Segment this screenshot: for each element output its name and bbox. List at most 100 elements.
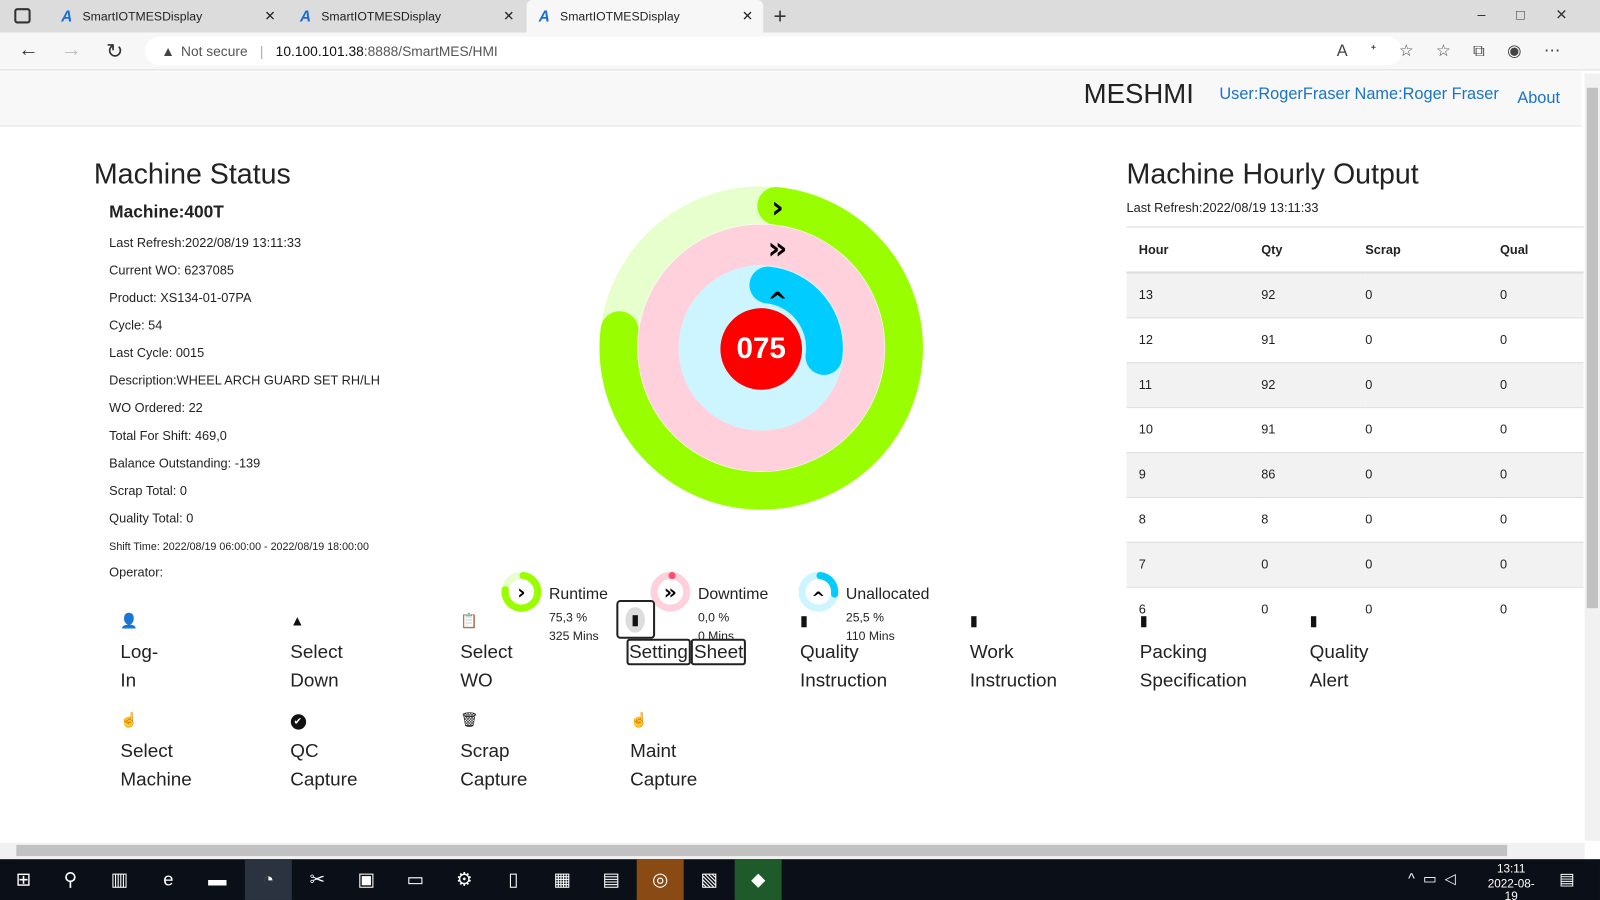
table-cell: 0: [1365, 361, 1500, 408]
url-path: :8888/SmartMES/HMI: [363, 43, 498, 59]
table-cell: 0: [1499, 406, 1584, 453]
app-icon[interactable]: ▦: [553, 868, 571, 890]
back-icon[interactable]: ←: [18, 38, 39, 62]
brand[interactable]: MESHMI: [1083, 78, 1194, 110]
new-tab-button[interactable]: +: [773, 3, 787, 29]
hand-pointer-icon[interactable]: ☝: [120, 711, 139, 728]
bookmark-icon[interactable]: ▮: [1309, 612, 1318, 629]
action-button[interactable]: Select WO: [460, 640, 513, 691]
vertical-scrollbar[interactable]: [1584, 73, 1600, 841]
tab-actions-icon[interactable]: [14, 8, 31, 24]
table-cell: 12: [1126, 316, 1262, 363]
settings-icon[interactable]: ⚙: [456, 868, 473, 890]
bookmark-icon[interactable]: ▮: [615, 599, 655, 639]
table-cell: 92: [1261, 271, 1366, 318]
table-cell: 86: [1261, 451, 1366, 497]
url-input[interactable]: ▲ Not secure | 10.100.101.38:8888/SmartM…: [144, 36, 1403, 66]
clipboard-icon[interactable]: 📋: [460, 612, 478, 629]
app-icon[interactable]: ▯: [508, 868, 519, 890]
column-header: Qty: [1261, 227, 1366, 274]
task-view-icon[interactable]: ▥: [110, 868, 129, 890]
forward-icon[interactable]: →: [61, 38, 82, 62]
downtime-double-chevron-icon: »: [768, 231, 788, 266]
window-controls[interactable]: –□✕: [1477, 6, 1598, 23]
close-tab-icon[interactable]: ✕: [741, 8, 754, 24]
table-cell: 91: [1261, 316, 1366, 363]
status-field: Quality Total: 0: [109, 511, 194, 526]
browser-tab[interactable]: A SmartIOTMESDisplay ✕: [288, 0, 525, 33]
app-icon[interactable]: ▤: [602, 868, 620, 890]
app-icon[interactable]: ◎: [636, 859, 684, 900]
action-button[interactable]: Scrap Capture: [460, 739, 528, 790]
status-field: Current WO: 6237085: [109, 263, 234, 278]
table-row: 13 92 0 0: [1126, 271, 1584, 318]
close-tab-icon[interactable]: ✕: [264, 8, 276, 24]
hand-pointer-icon[interactable]: ☝: [630, 711, 648, 728]
action-button[interactable]: Log- In: [120, 640, 159, 691]
user-link[interactable]: User:RogerFraser Name:Roger Fraser: [1219, 85, 1499, 104]
about-link[interactable]: About: [1517, 89, 1561, 108]
reload-icon[interactable]: ↻: [106, 40, 124, 64]
status-field: Last Refresh:2022/08/19 13:11:33: [109, 235, 302, 250]
clock[interactable]: 13:11 2022-08-19: [1487, 863, 1535, 900]
action-button[interactable]: Maint Capture: [630, 739, 698, 790]
unallocated-arc: [679, 266, 843, 430]
action-button[interactable]: Setting Sheet: [626, 638, 747, 672]
operator: Operator:: [109, 565, 164, 580]
column-header: Qual: [1499, 227, 1584, 274]
edge-icon[interactable]: ◔: [244, 859, 292, 900]
user-plus-icon[interactable]: 👤: [120, 612, 139, 629]
table-cell: 0: [1365, 316, 1500, 363]
svg-text:›: ›: [517, 580, 525, 604]
notifications-icon[interactable]: ▤: [1559, 871, 1575, 889]
hourly-output-table-wrap: Hour Qty Scrap Qual 13 92 0 0 12 91 0 0 11 92 0 0 10 91 0 0…: [1126, 226, 1584, 615]
legend-mini-gauge: »: [650, 571, 691, 612]
table-cell: 0: [1499, 586, 1584, 615]
status-field: Scrap Total: 0: [109, 483, 187, 498]
tab-bar: [0, 0, 1600, 33]
start-icon[interactable]: ⊞: [15, 868, 32, 890]
table-row: 12 91 0 0: [1126, 316, 1584, 363]
column-header: Scrap: [1365, 227, 1500, 274]
bookmark-icon[interactable]: ▮: [969, 612, 978, 629]
gauge-center-value: 075: [720, 308, 803, 390]
bookmark-icon[interactable]: ▮: [799, 612, 808, 629]
table-cell: 0: [1499, 316, 1584, 363]
browser-tab[interactable]: A SmartIOTMESDisplay ✕: [49, 0, 286, 33]
table-cell: 13: [1126, 271, 1262, 318]
warning-icon[interactable]: ▲: [290, 612, 305, 629]
ie-icon[interactable]: e: [163, 868, 174, 890]
navbar: [0, 71, 1582, 127]
warning-icon: ▲: [161, 43, 175, 59]
action-button[interactable]: Work Instruction: [969, 640, 1057, 691]
action-button[interactable]: Quality Instruction: [799, 640, 888, 691]
check-circle-icon[interactable]: ✔: [290, 711, 306, 730]
legend-mini-gauge: ›: [501, 571, 542, 612]
action-button[interactable]: Quality Alert: [1309, 640, 1369, 691]
trash-icon[interactable]: 🗑: [460, 711, 479, 728]
explorer-icon[interactable]: ▬: [208, 868, 227, 890]
bookmark-icon[interactable]: ▮: [1139, 612, 1148, 629]
machine-name: Machine:400T: [109, 202, 224, 222]
action-button[interactable]: QC Capture: [290, 739, 358, 790]
browser-tab[interactable]: A SmartIOTMESDisplay ✕: [526, 0, 764, 33]
system-tray-icons[interactable]: ^▭◁: [1408, 870, 1464, 887]
close-tab-icon[interactable]: ✕: [503, 8, 515, 24]
cmd-icon[interactable]: ▭: [406, 868, 424, 890]
action-button[interactable]: Select Machine: [120, 739, 192, 790]
app-icon[interactable]: ▣: [357, 868, 375, 890]
action-button[interactable]: Packing Specification: [1139, 640, 1247, 691]
app-logo-icon: A: [538, 7, 550, 25]
action-button[interactable]: Select Down: [290, 640, 343, 691]
horizontal-scrollbar[interactable]: [0, 842, 1585, 860]
svg-text:^: ^: [812, 588, 826, 607]
table-cell: 0: [1499, 496, 1584, 542]
table-cell: 0: [1499, 361, 1584, 408]
browser-toolbar-icons[interactable]: Aᐩ☆☆⧉◉⋯: [1336, 42, 1583, 61]
app-icon[interactable]: ▧: [700, 868, 718, 890]
app-icon[interactable]: ✂: [309, 868, 326, 890]
search-icon[interactable]: ⚲: [63, 868, 78, 890]
app-icon[interactable]: ◆: [734, 859, 782, 900]
